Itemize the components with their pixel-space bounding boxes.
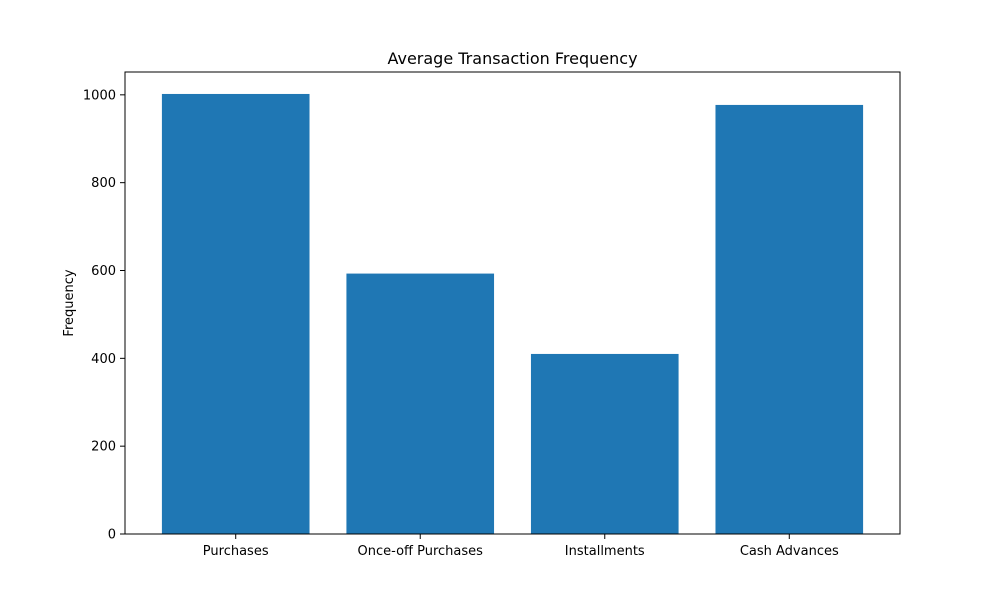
- chart-title: Average Transaction Frequency: [387, 49, 637, 68]
- x-tick-label: Purchases: [203, 544, 269, 559]
- y-tick-label: 200: [91, 440, 116, 455]
- y-tick-label: 600: [91, 264, 116, 279]
- bar-cash-advances: [715, 104, 864, 535]
- plot-area-frame: [124, 71, 901, 535]
- y-tick-label: 400: [91, 352, 116, 367]
- bar-once-off-purchases: [346, 273, 495, 534]
- y-tick-label: 800: [91, 176, 116, 191]
- x-tick-label: Installments: [565, 544, 645, 559]
- x-tick-label: Cash Advances: [740, 544, 839, 559]
- y-axis-label: Frequency: [62, 269, 77, 336]
- y-tick-label: 1000: [83, 88, 116, 103]
- bars-group: [161, 93, 864, 535]
- bar-installments: [530, 353, 679, 534]
- y-tick-label: 0: [108, 528, 116, 543]
- x-tick-label: Once-off Purchases: [358, 544, 484, 559]
- bar-purchases: [161, 93, 310, 534]
- y-axis-ticks: 0 200 400 600 800 1000: [83, 88, 125, 543]
- x-axis-ticks: Purchases Once-off Purchases Installments C…: [203, 534, 839, 559]
